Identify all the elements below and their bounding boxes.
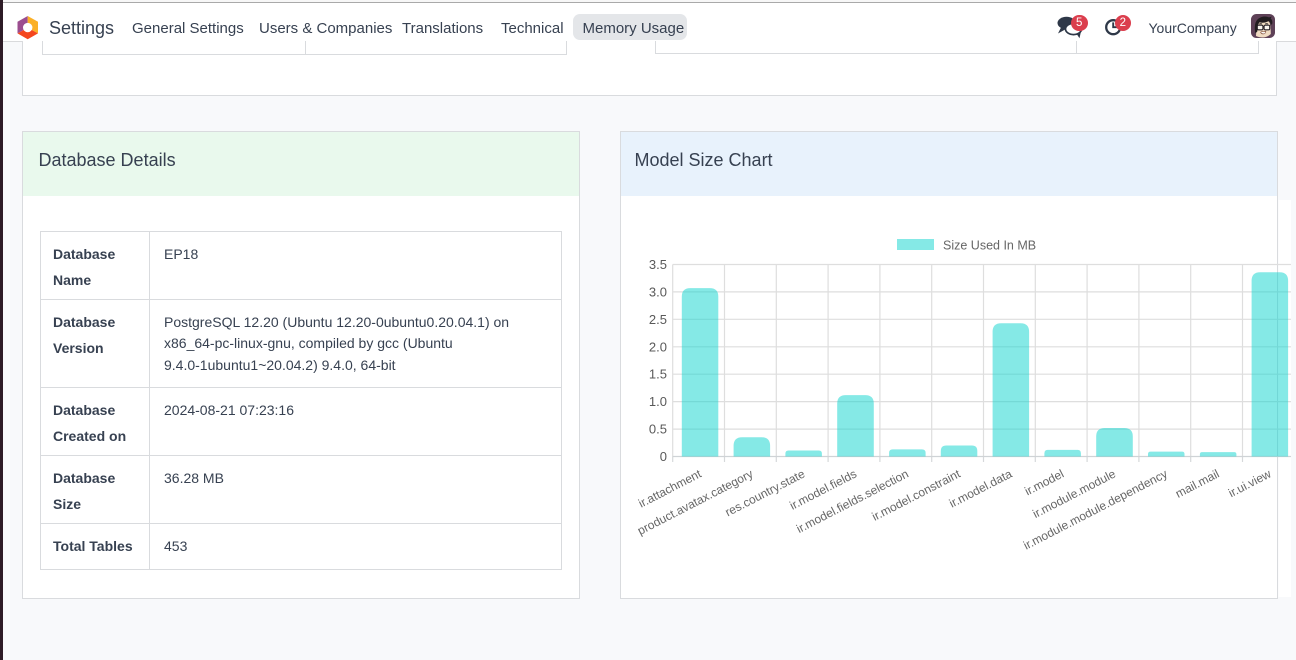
- svg-text:1.0: 1.0: [649, 394, 667, 409]
- svg-text:mail.mail: mail.mail: [1173, 467, 1221, 501]
- svg-text:Size Used In MB: Size Used In MB: [943, 239, 1036, 253]
- svg-text:ir.ui.view: ir.ui.view: [1226, 466, 1274, 500]
- svg-text:ir.model.constraint: ir.model.constraint: [870, 466, 964, 523]
- svg-text:2.5: 2.5: [649, 312, 667, 327]
- svg-text:3.0: 3.0: [649, 284, 667, 299]
- svg-text:2.0: 2.0: [649, 339, 667, 354]
- svg-text:3.5: 3.5: [649, 257, 667, 272]
- svg-text:0: 0: [660, 449, 667, 464]
- svg-text:0.5: 0.5: [649, 422, 667, 437]
- svg-text:1.5: 1.5: [649, 367, 667, 382]
